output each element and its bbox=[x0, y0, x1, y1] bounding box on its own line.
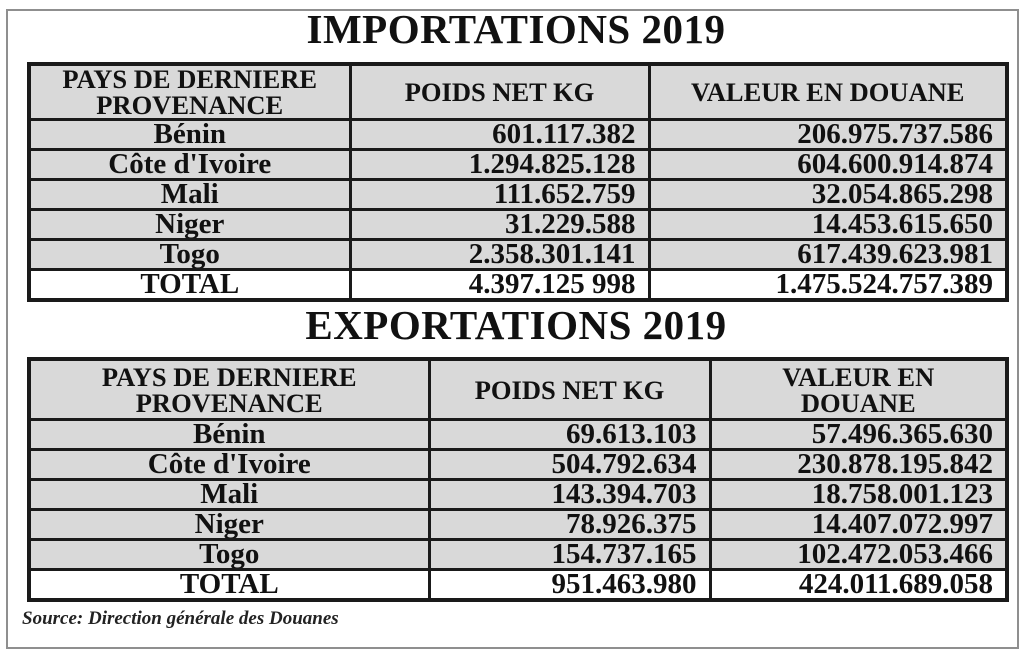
weight-cell: 69.613.103 bbox=[427, 418, 712, 451]
source-note: Source: Direction générale des Douanes bbox=[22, 608, 339, 629]
value-cell: 102.472.053.466 bbox=[708, 538, 1009, 571]
country-cell: Bénin bbox=[27, 118, 352, 151]
value-cell: 617.439.623.981 bbox=[647, 238, 1009, 271]
total-label-cell: TOTAL bbox=[27, 568, 431, 602]
header-line: PAYS DE DERNIERE bbox=[101, 361, 357, 392]
country-cell: Togo bbox=[27, 538, 431, 571]
importations-col-header-pays: PAYS DE DERNIERE PROVENANCE bbox=[27, 62, 352, 121]
table-row: Côte d'Ivoire 504.792.634 230.878.195.84… bbox=[27, 448, 1009, 481]
header-line: VALEUR EN bbox=[782, 361, 935, 392]
value-cell: 57.496.365.630 bbox=[708, 418, 1009, 451]
header-line: POIDS NET KG bbox=[404, 77, 595, 107]
exportations-col-header-valeur: VALEUR EN DOUANE bbox=[708, 357, 1009, 421]
weight-cell: 143.394.703 bbox=[427, 478, 712, 511]
importations-title: IMPORTATIONS 2019 bbox=[306, 6, 726, 52]
total-row: TOTAL 4.397.125 998 1.475.524.757.389 bbox=[27, 268, 1009, 302]
weight-cell: 154.737.165 bbox=[427, 538, 712, 571]
country-cell: Côte d'Ivoire bbox=[27, 448, 431, 481]
header-line: DOUANE bbox=[800, 387, 916, 418]
table-row: Togo 154.737.165 102.472.053.466 bbox=[27, 538, 1009, 571]
header-line: PAYS DE DERNIERE bbox=[62, 64, 318, 94]
table-row: Mali 111.652.759 32.054.865.298 bbox=[27, 178, 1009, 211]
table-row: Mali 143.394.703 18.758.001.123 bbox=[27, 478, 1009, 511]
total-label-cell: TOTAL bbox=[27, 268, 352, 302]
importations-col-header-valeur: VALEUR EN DOUANE bbox=[647, 62, 1009, 121]
country-cell: Niger bbox=[27, 208, 352, 241]
total-row: TOTAL 951.463.980 424.011.689.058 bbox=[27, 568, 1009, 602]
country-cell: Mali bbox=[27, 178, 352, 211]
total-value-cell: 1.475.524.757.389 bbox=[647, 268, 1009, 302]
weight-cell: 1.294.825.128 bbox=[348, 148, 651, 181]
table-row: Niger 31.229.588 14.453.615.650 bbox=[27, 208, 1009, 241]
weight-cell: 2.358.301.141 bbox=[348, 238, 651, 271]
country-cell: Niger bbox=[27, 508, 431, 541]
weight-cell: 601.117.382 bbox=[348, 118, 651, 151]
table-row: Niger 78.926.375 14.407.072.997 bbox=[27, 508, 1009, 541]
weight-cell: 78.926.375 bbox=[427, 508, 712, 541]
header-line: POIDS NET KG bbox=[474, 374, 665, 405]
value-cell: 206.975.737.586 bbox=[647, 118, 1009, 151]
total-weight-cell: 4.397.125 998 bbox=[348, 268, 651, 302]
weight-cell: 504.792.634 bbox=[427, 448, 712, 481]
table-row: Togo 2.358.301.141 617.439.623.981 bbox=[27, 238, 1009, 271]
value-cell: 604.600.914.874 bbox=[647, 148, 1009, 181]
value-cell: 230.878.195.842 bbox=[708, 448, 1009, 481]
total-value-cell: 424.011.689.058 bbox=[708, 568, 1009, 602]
value-cell: 14.453.615.650 bbox=[647, 208, 1009, 241]
table-row: Côte d'Ivoire 1.294.825.128 604.600.914.… bbox=[27, 148, 1009, 181]
country-cell: Mali bbox=[27, 478, 431, 511]
exportations-col-header-poids: POIDS NET KG bbox=[427, 357, 712, 421]
table-row: Bénin 601.117.382 206.975.737.586 bbox=[27, 118, 1009, 151]
header-line: PROVENANCE bbox=[96, 90, 284, 120]
value-cell: 32.054.865.298 bbox=[647, 178, 1009, 211]
header-line: PROVENANCE bbox=[135, 387, 323, 418]
exportations-title: EXPORTATIONS 2019 bbox=[305, 302, 727, 348]
country-cell: Côte d'Ivoire bbox=[27, 148, 352, 181]
exportations-table: PAYS DE DERNIERE PROVENANCE POIDS NET KG… bbox=[27, 357, 1009, 602]
country-cell: Bénin bbox=[27, 418, 431, 451]
value-cell: 14.407.072.997 bbox=[708, 508, 1009, 541]
importations-table: PAYS DE DERNIERE PROVENANCE POIDS NET KG… bbox=[27, 62, 1009, 302]
total-weight-cell: 951.463.980 bbox=[427, 568, 712, 602]
table-row: Bénin 69.613.103 57.496.365.630 bbox=[27, 418, 1009, 451]
importations-col-header-poids: POIDS NET KG bbox=[348, 62, 651, 121]
header-line: VALEUR EN DOUANE bbox=[691, 77, 965, 107]
value-cell: 18.758.001.123 bbox=[708, 478, 1009, 511]
weight-cell: 31.229.588 bbox=[348, 208, 651, 241]
importations-header-row: PAYS DE DERNIERE PROVENANCE POIDS NET KG… bbox=[27, 62, 1009, 121]
page-border-frame bbox=[6, 9, 1019, 649]
country-cell: Togo bbox=[27, 238, 352, 271]
weight-cell: 111.652.759 bbox=[348, 178, 651, 211]
exportations-header-row: PAYS DE DERNIERE PROVENANCE POIDS NET KG… bbox=[27, 357, 1009, 421]
exportations-col-header-pays: PAYS DE DERNIERE PROVENANCE bbox=[27, 357, 431, 421]
